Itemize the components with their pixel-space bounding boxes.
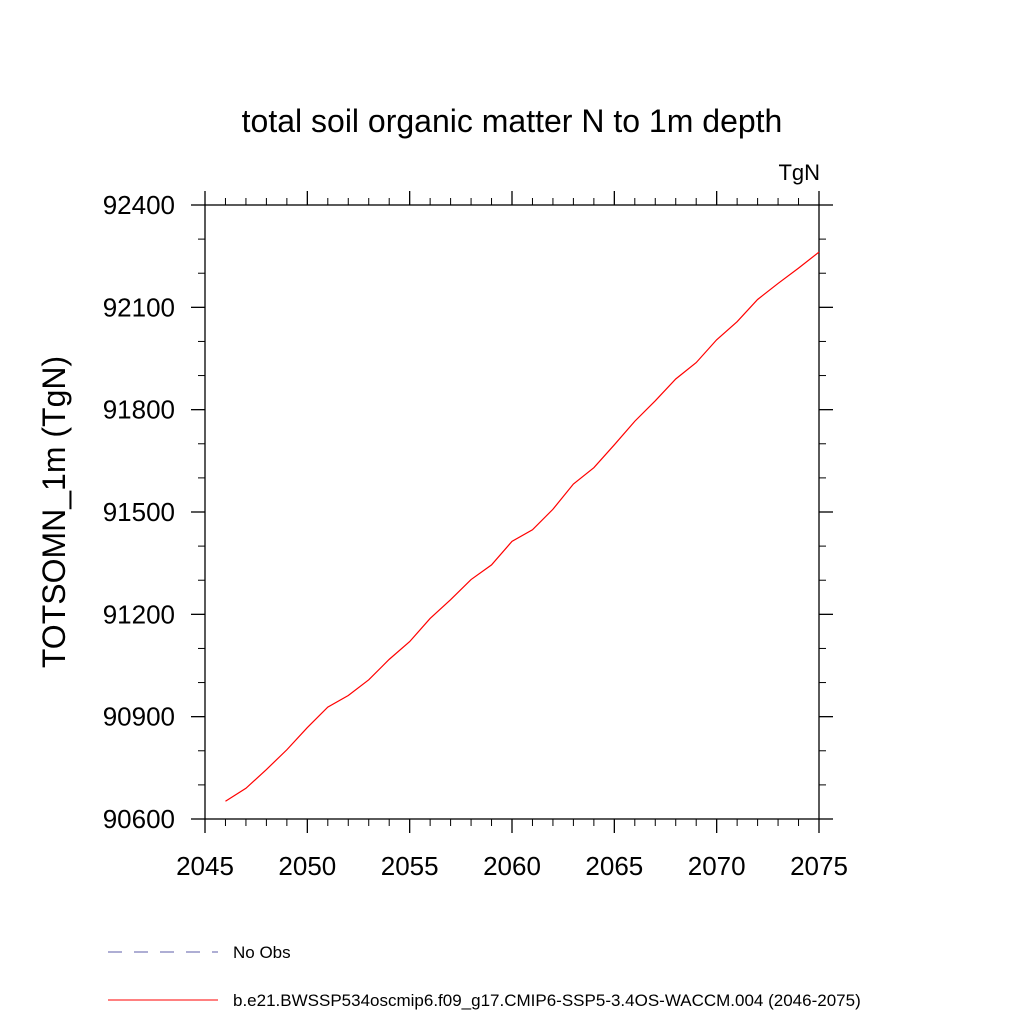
series-layer: [225, 251, 820, 802]
x-tick-label: 2065: [585, 851, 643, 881]
plot-frame: [204, 204, 820, 820]
units-label: TgN: [778, 160, 820, 185]
x-tick-label: 2055: [381, 851, 439, 881]
y-tick-label: 91800: [103, 395, 175, 425]
y-tick-label: 91500: [103, 497, 175, 527]
legend: No Obs b.e21.BWSSP534oscmip6.f09_g17.CMIP…: [108, 943, 861, 1010]
x-tick-label: 2075: [790, 851, 848, 881]
x-tick-label: 2070: [688, 851, 746, 881]
y-tick-label: 90600: [103, 804, 175, 834]
legend-label: No Obs: [233, 943, 291, 962]
chart-title: total soil organic matter N to 1m depth: [242, 103, 783, 139]
y-tick-label: 90900: [103, 702, 175, 732]
series-line: [225, 251, 820, 802]
y-axis-label: TOTSOMN_1m (TgN): [36, 356, 72, 668]
legend-label: b.e21.BWSSP534oscmip6.f09_g17.CMIP6-SSP5…: [233, 991, 861, 1010]
x-tick-label: 2045: [176, 851, 234, 881]
x-tick-label: 2050: [278, 851, 336, 881]
x-tick-label: 2060: [483, 851, 541, 881]
y-tick-label: 92100: [103, 292, 175, 322]
y-tick-label: 91200: [103, 599, 175, 629]
y-tick-label: 92400: [103, 190, 175, 220]
axis-ticks: 2045 2050 2055 2060 2065 2070 2075 90600 90900 91…: [103, 190, 848, 881]
